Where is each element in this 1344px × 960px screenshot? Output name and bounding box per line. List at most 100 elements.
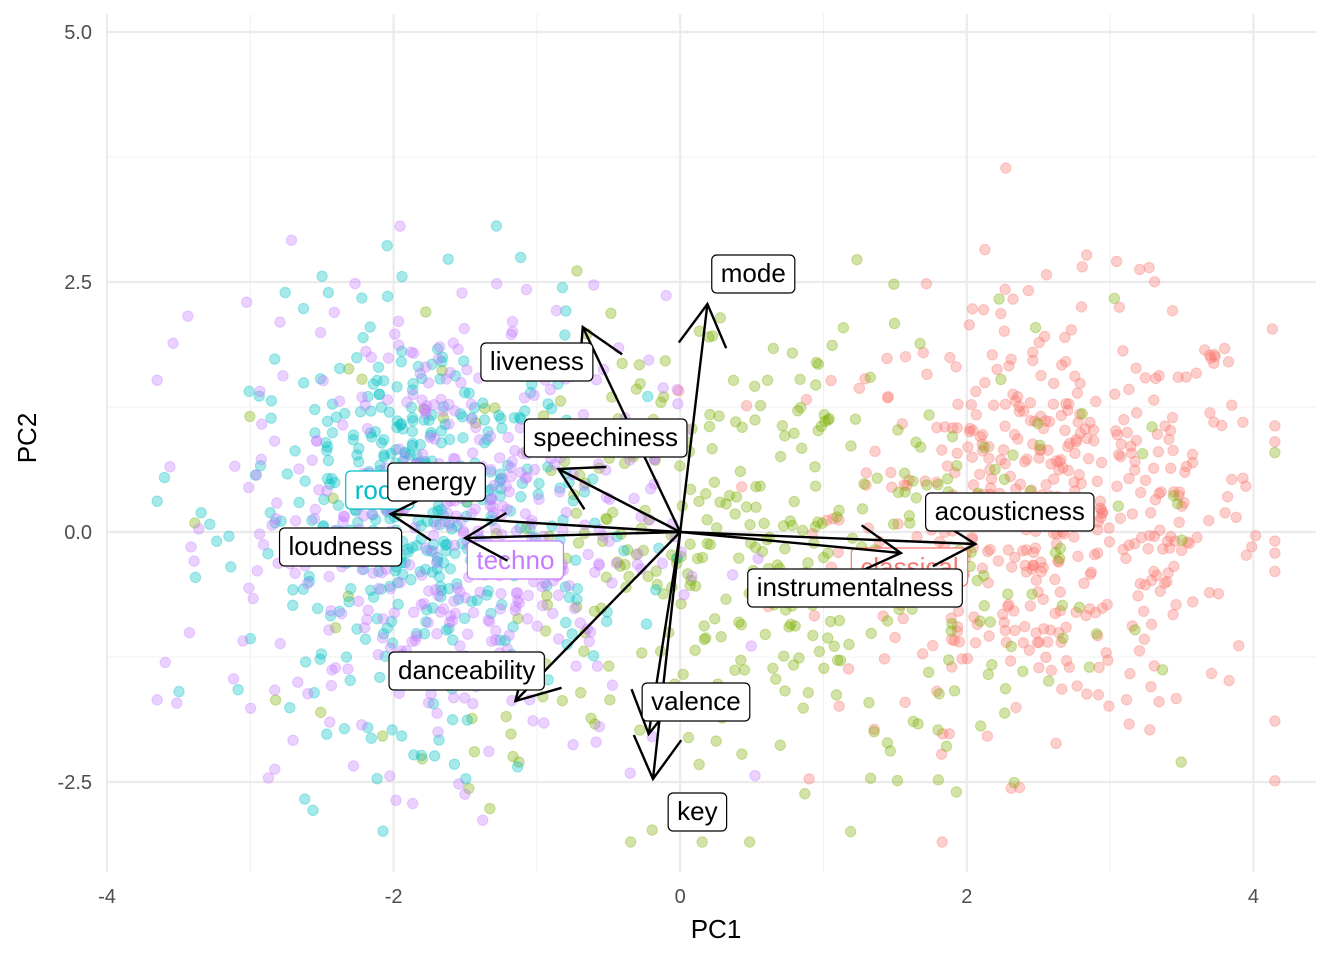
data-point <box>816 517 828 530</box>
data-point <box>284 701 296 714</box>
data-point <box>490 625 502 637</box>
data-point <box>736 421 748 433</box>
data-point <box>888 278 900 290</box>
data-point <box>560 305 572 317</box>
data-point <box>832 546 844 559</box>
data-point <box>568 602 581 615</box>
data-point <box>1153 369 1165 382</box>
loading-label-liveness: liveness <box>480 342 594 382</box>
data-point <box>1173 486 1186 498</box>
data-point <box>914 441 927 453</box>
data-point <box>1249 530 1262 542</box>
data-point <box>458 386 471 399</box>
data-point <box>1037 561 1050 574</box>
data-point <box>601 513 613 526</box>
data-point <box>1181 536 1193 548</box>
data-point <box>269 684 281 696</box>
data-point <box>362 604 374 617</box>
data-point <box>833 514 845 526</box>
data-point <box>298 377 310 389</box>
data-point <box>441 538 453 551</box>
data-point <box>1032 417 1044 430</box>
data-point <box>1176 534 1188 546</box>
data-point <box>428 546 440 558</box>
data-point <box>701 514 713 526</box>
data-point <box>877 610 889 622</box>
data-point <box>542 461 554 473</box>
data-point <box>1148 462 1160 474</box>
data-point <box>496 422 508 434</box>
data-point <box>1045 664 1058 677</box>
data-point <box>512 594 524 606</box>
data-point <box>357 331 369 344</box>
data-point <box>650 565 662 577</box>
data-point <box>461 363 473 376</box>
data-point <box>506 315 519 328</box>
data-point <box>297 302 310 315</box>
data-point <box>727 374 740 387</box>
data-point <box>999 398 1012 410</box>
data-point <box>1145 680 1157 693</box>
data-point <box>999 707 1011 719</box>
data-point <box>714 312 727 324</box>
data-point <box>794 401 807 414</box>
data-point <box>314 326 327 339</box>
data-point <box>505 470 517 483</box>
data-point <box>469 417 482 429</box>
data-point <box>458 322 470 335</box>
data-point <box>995 307 1007 320</box>
data-point <box>1237 472 1249 484</box>
data-point <box>545 464 557 477</box>
data-point <box>427 538 440 551</box>
data-point <box>1040 479 1052 491</box>
data-point <box>478 414 491 426</box>
data-point <box>505 328 518 341</box>
data-point <box>442 253 454 265</box>
data-point <box>1008 428 1021 441</box>
data-point <box>524 386 537 399</box>
data-point <box>452 593 465 606</box>
data-point <box>1084 568 1097 581</box>
data-point <box>481 589 493 601</box>
data-point <box>262 548 274 560</box>
data-point <box>968 611 980 623</box>
data-point <box>309 403 321 416</box>
data-point <box>803 773 815 785</box>
data-point <box>1050 455 1063 467</box>
data-point <box>322 286 335 299</box>
data-point <box>463 782 475 795</box>
data-point <box>825 374 837 387</box>
data-point <box>521 471 533 483</box>
data-point <box>570 507 582 519</box>
data-point <box>619 558 631 571</box>
data-point <box>1240 549 1253 561</box>
data-point <box>570 660 582 672</box>
data-point <box>409 634 422 647</box>
loading-arrow-instrumentalness <box>680 530 901 555</box>
data-point <box>802 686 814 699</box>
data-point <box>384 770 396 782</box>
data-point <box>429 433 441 445</box>
data-point <box>945 633 958 646</box>
data-point <box>481 433 493 446</box>
data-point <box>365 584 377 596</box>
data-point <box>1221 491 1234 503</box>
data-point <box>950 786 963 798</box>
data-point <box>343 596 355 608</box>
data-point <box>342 663 354 675</box>
data-point <box>394 220 406 232</box>
data-point <box>519 405 531 417</box>
data-point <box>863 696 875 709</box>
data-point <box>821 514 833 527</box>
data-point <box>789 620 801 632</box>
data-point <box>518 392 531 404</box>
data-point <box>1130 362 1142 374</box>
data-point <box>1111 480 1123 493</box>
data-point <box>1175 544 1188 557</box>
data-point <box>951 447 963 460</box>
data-point <box>151 374 163 386</box>
data-point <box>1102 654 1114 667</box>
data-point <box>726 569 739 581</box>
data-point <box>420 542 432 555</box>
data-point <box>414 566 426 578</box>
